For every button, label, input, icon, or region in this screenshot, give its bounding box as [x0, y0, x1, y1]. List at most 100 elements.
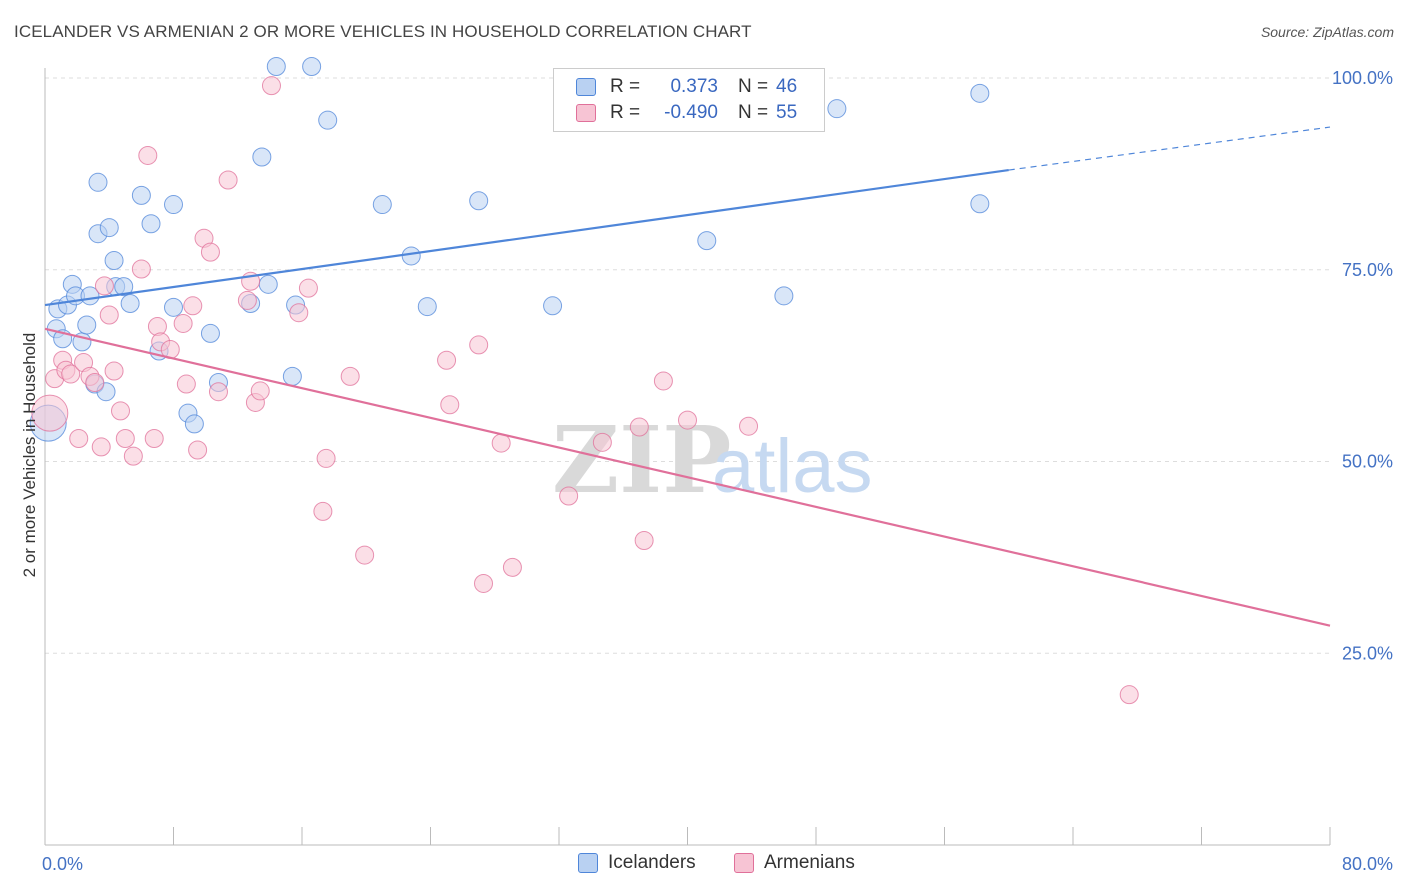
- watermark-atlas: atlas: [712, 424, 873, 509]
- series-legend: Icelanders Armenians: [0, 852, 1406, 876]
- point-armenians: [123, 446, 143, 466]
- point-icelanders: [131, 185, 151, 205]
- point-armenians: [31, 394, 69, 432]
- point-icelanders: [141, 214, 161, 234]
- point-armenians: [218, 170, 238, 190]
- point-icelanders: [970, 83, 990, 103]
- data-points: [29, 56, 1139, 705]
- point-armenians: [237, 290, 257, 310]
- point-armenians: [440, 395, 460, 415]
- point-icelanders: [120, 293, 140, 313]
- legend-row-armenians: R = -0.490 N = 55: [576, 101, 797, 125]
- source-label: Source: ZipAtlas.com: [1260, 24, 1394, 40]
- point-armenians: [1119, 685, 1139, 705]
- point-icelanders: [827, 99, 847, 119]
- point-armenians: [250, 381, 270, 401]
- point-icelanders: [417, 297, 437, 317]
- point-armenians: [653, 371, 673, 391]
- y-tick-label: 75.0%: [1342, 260, 1393, 280]
- point-icelanders: [114, 277, 134, 297]
- point-icelanders: [88, 172, 108, 192]
- legend-n-label: N =: [738, 102, 769, 123]
- point-armenians: [474, 573, 494, 593]
- point-icelanders: [282, 366, 302, 386]
- trend-lines: [44, 126, 1331, 627]
- point-armenians: [340, 366, 360, 386]
- point-armenians: [173, 313, 193, 333]
- point-armenians: [261, 76, 281, 96]
- point-armenians: [469, 335, 489, 355]
- y-tick-label: 50.0%: [1342, 452, 1393, 472]
- point-icelanders: [543, 296, 563, 316]
- point-armenians: [739, 416, 759, 436]
- point-icelanders: [104, 251, 124, 271]
- point-armenians: [491, 433, 511, 453]
- point-icelanders: [164, 297, 183, 317]
- y-tick-label: 25.0%: [1342, 643, 1393, 663]
- legend-item-icelanders: Icelanders: [578, 852, 696, 874]
- point-armenians: [502, 557, 522, 577]
- legend-n-value: 55: [776, 102, 798, 123]
- stats-legend: R = 0.373 N = 46 R = -0.490 N = 55: [553, 68, 825, 132]
- point-icelanders: [252, 147, 272, 167]
- point-armenians: [94, 276, 114, 296]
- point-icelanders: [184, 414, 204, 434]
- point-armenians: [183, 296, 203, 316]
- point-armenians: [91, 437, 111, 457]
- point-icelanders: [970, 194, 990, 214]
- point-icelanders: [258, 274, 278, 294]
- point-icelanders: [99, 218, 119, 238]
- trend-line-icelanders: [44, 168, 1009, 307]
- point-armenians: [559, 486, 579, 506]
- grid-lines: [45, 77, 1330, 654]
- point-icelanders: [372, 195, 392, 215]
- point-icelanders: [302, 56, 322, 76]
- point-armenians: [437, 350, 457, 370]
- point-armenians: [61, 364, 81, 384]
- legend-row-icelanders: R = 0.373 N = 46: [576, 75, 797, 99]
- legend-swatch-armenians: [734, 853, 754, 873]
- point-armenians: [115, 428, 135, 448]
- point-icelanders: [401, 246, 421, 266]
- y-axis-label: 2 or more Vehicles in Household: [20, 332, 39, 578]
- point-icelanders: [318, 110, 338, 130]
- point-armenians: [678, 410, 697, 430]
- point-armenians: [208, 382, 228, 402]
- legend-swatch-pink: [576, 104, 596, 122]
- point-icelanders: [266, 56, 286, 76]
- legend-r-value: 0.373: [670, 76, 718, 97]
- point-armenians: [298, 278, 318, 298]
- point-armenians: [316, 448, 336, 468]
- x-tick-label: 0.0%: [42, 854, 83, 874]
- point-armenians: [104, 361, 124, 381]
- point-armenians: [144, 428, 164, 448]
- point-armenians: [200, 242, 220, 262]
- legend-label-icelanders: Icelanders: [608, 852, 696, 873]
- axes: [44, 68, 1331, 846]
- legend-swatch-icelanders: [578, 853, 598, 873]
- legend-r-label: R =: [610, 76, 641, 97]
- point-armenians: [147, 317, 167, 337]
- point-armenians: [69, 428, 89, 448]
- point-icelanders: [164, 195, 183, 215]
- trend-line-icelanders-extension: [1008, 126, 1331, 171]
- legend-swatch-blue: [576, 78, 596, 96]
- trend-line-armenians: [44, 327, 1331, 627]
- point-armenians: [188, 440, 208, 460]
- legend-r-label: R =: [610, 102, 641, 123]
- legend-label-armenians: Armenians: [764, 852, 855, 873]
- point-armenians: [138, 145, 158, 165]
- point-icelanders: [200, 323, 220, 343]
- point-icelanders: [697, 231, 717, 251]
- point-armenians: [99, 305, 119, 325]
- chart-title: ICELANDER VS ARMENIAN 2 OR MORE VEHICLES…: [14, 22, 752, 41]
- point-icelanders: [469, 191, 489, 211]
- legend-item-armenians: Armenians: [734, 852, 855, 874]
- point-armenians: [110, 401, 130, 421]
- y-tick-label: 100.0%: [1332, 68, 1393, 88]
- point-armenians: [176, 374, 196, 394]
- legend-n-label: N =: [738, 76, 769, 97]
- point-armenians: [634, 531, 654, 551]
- x-tick-label: 80.0%: [1342, 854, 1393, 874]
